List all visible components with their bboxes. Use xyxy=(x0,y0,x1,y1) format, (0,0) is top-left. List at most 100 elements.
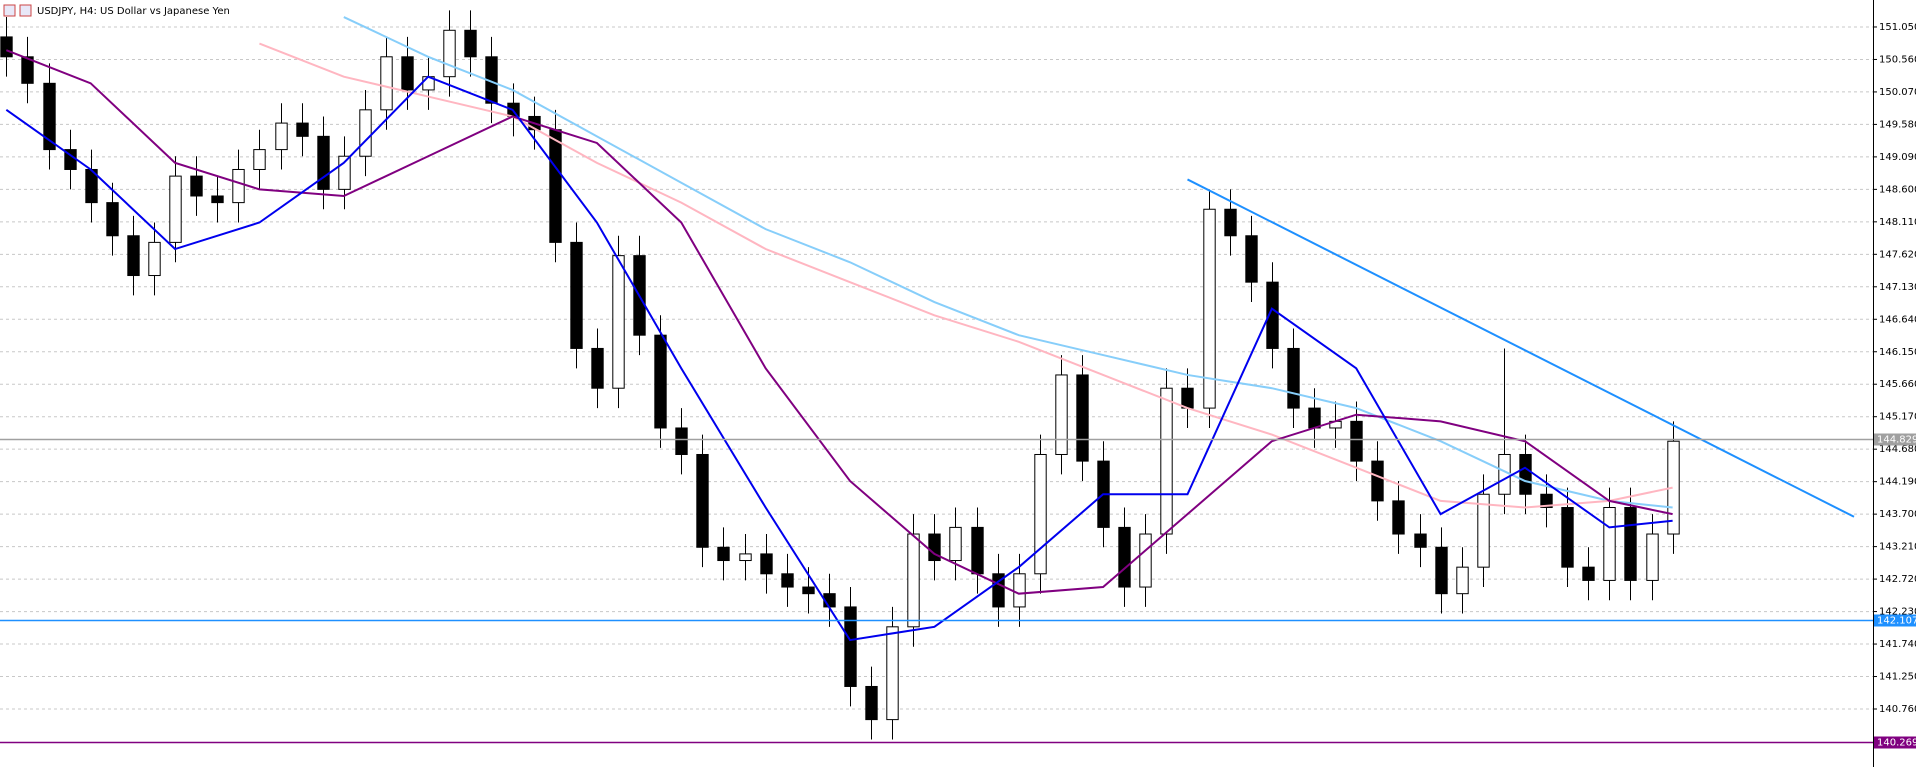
candle-body xyxy=(1160,387,1173,535)
y-tick-label: 147.620 xyxy=(1879,249,1916,260)
candle-body xyxy=(654,334,667,429)
y-tick-label: 150.560 xyxy=(1879,54,1916,65)
y-tick-label: 140.760 xyxy=(1879,704,1916,715)
y-tick-label: 145.660 xyxy=(1879,379,1916,390)
candle-body xyxy=(211,195,224,204)
moving-average xyxy=(343,16,1673,509)
candle-body xyxy=(275,122,288,151)
candle-body xyxy=(21,56,34,84)
candle-body xyxy=(359,109,372,157)
candle-body xyxy=(1308,407,1321,429)
candle-body xyxy=(1561,507,1574,568)
y-tick-label: 142.230 xyxy=(1879,607,1916,618)
candle-body xyxy=(971,526,984,575)
y-tick-label: 146.150 xyxy=(1879,347,1916,358)
candle-body xyxy=(106,202,119,237)
candle-body xyxy=(1013,573,1026,608)
y-tick-label: 143.210 xyxy=(1879,542,1916,553)
candle-body xyxy=(0,36,13,58)
moving-average xyxy=(5,75,1673,642)
icon xyxy=(19,4,32,17)
y-tick-label: 148.600 xyxy=(1879,184,1916,195)
candle-body xyxy=(886,626,899,721)
level-label: 144.829 xyxy=(1877,435,1916,446)
candle-body xyxy=(949,526,962,562)
candle-body xyxy=(802,586,815,595)
candle-body xyxy=(190,175,203,197)
candle-body xyxy=(1076,374,1089,462)
y-tick-label: 149.580 xyxy=(1879,119,1916,130)
candle-body xyxy=(1139,533,1152,588)
icon xyxy=(3,4,16,17)
candle-body xyxy=(781,573,794,588)
candle-body xyxy=(380,56,393,111)
candle-body xyxy=(169,175,182,243)
candle-body xyxy=(43,82,56,151)
level-label: 142.107 xyxy=(1877,616,1916,627)
candle-body xyxy=(1034,453,1047,575)
candle-body xyxy=(928,533,941,562)
candle-body xyxy=(338,155,351,190)
y-tick-label: 141.740 xyxy=(1879,639,1916,650)
y-tick-label: 144.680 xyxy=(1879,444,1916,455)
candle-body xyxy=(1519,453,1532,495)
candle-body xyxy=(1224,208,1237,237)
candle-body xyxy=(1055,374,1068,455)
y-tick-label: 145.170 xyxy=(1879,412,1916,423)
candle-body xyxy=(232,168,245,204)
level-label-box xyxy=(1874,614,1916,627)
moving-average xyxy=(5,49,1673,595)
candle-body xyxy=(1245,235,1258,283)
candle-body xyxy=(1181,387,1194,409)
y-tick-label: 143.700 xyxy=(1879,509,1916,520)
candle-body xyxy=(401,56,414,91)
candle-body xyxy=(1477,493,1490,568)
y-tick-label: 151.050 xyxy=(1879,22,1916,33)
candle-body xyxy=(1350,420,1363,462)
candle-body xyxy=(992,573,1005,608)
level-label-box xyxy=(1874,433,1916,446)
candle-body xyxy=(1646,533,1659,581)
candle-body xyxy=(148,241,161,277)
candle-body xyxy=(760,553,773,575)
candle-body xyxy=(464,29,477,58)
trendline xyxy=(1187,178,1855,518)
candle-body xyxy=(1456,566,1469,595)
candle-body xyxy=(1392,500,1405,535)
candle-body xyxy=(844,606,857,687)
y-tick-label: 148.110 xyxy=(1879,217,1916,228)
y-tick-label: 150.070 xyxy=(1879,87,1916,98)
candle-body xyxy=(1498,453,1511,495)
candle-body xyxy=(1203,208,1216,409)
candle-body xyxy=(591,347,604,389)
y-tick-label: 149.090 xyxy=(1879,152,1916,163)
candle-body xyxy=(1371,460,1384,502)
candle-body xyxy=(696,453,709,548)
candle-body xyxy=(1624,507,1637,581)
candle-body xyxy=(1582,566,1595,581)
candle-body xyxy=(570,241,583,349)
y-tick-label: 144.190 xyxy=(1879,477,1916,488)
candle-body xyxy=(296,122,309,137)
candle-body xyxy=(739,553,752,562)
y-tick-label: 147.130 xyxy=(1879,282,1916,293)
level-label-box xyxy=(1874,736,1916,749)
candle-body xyxy=(1118,526,1131,588)
chart-title: USDJPY, H4: US Dollar vs Japanese Yen xyxy=(37,6,230,17)
candle-body xyxy=(865,685,878,721)
candle-body xyxy=(717,546,730,562)
candle-body xyxy=(907,533,920,628)
candle-body xyxy=(317,135,330,190)
candle-body xyxy=(1603,507,1616,581)
candle-body xyxy=(1266,281,1279,349)
candle-body xyxy=(1540,493,1553,509)
candle-body xyxy=(675,427,688,455)
candle-body xyxy=(1435,546,1448,595)
candle-body xyxy=(549,129,562,243)
candle-body xyxy=(612,255,625,389)
candle-body xyxy=(1287,347,1300,409)
candle-body xyxy=(1414,533,1427,548)
moving-average xyxy=(259,42,1673,509)
